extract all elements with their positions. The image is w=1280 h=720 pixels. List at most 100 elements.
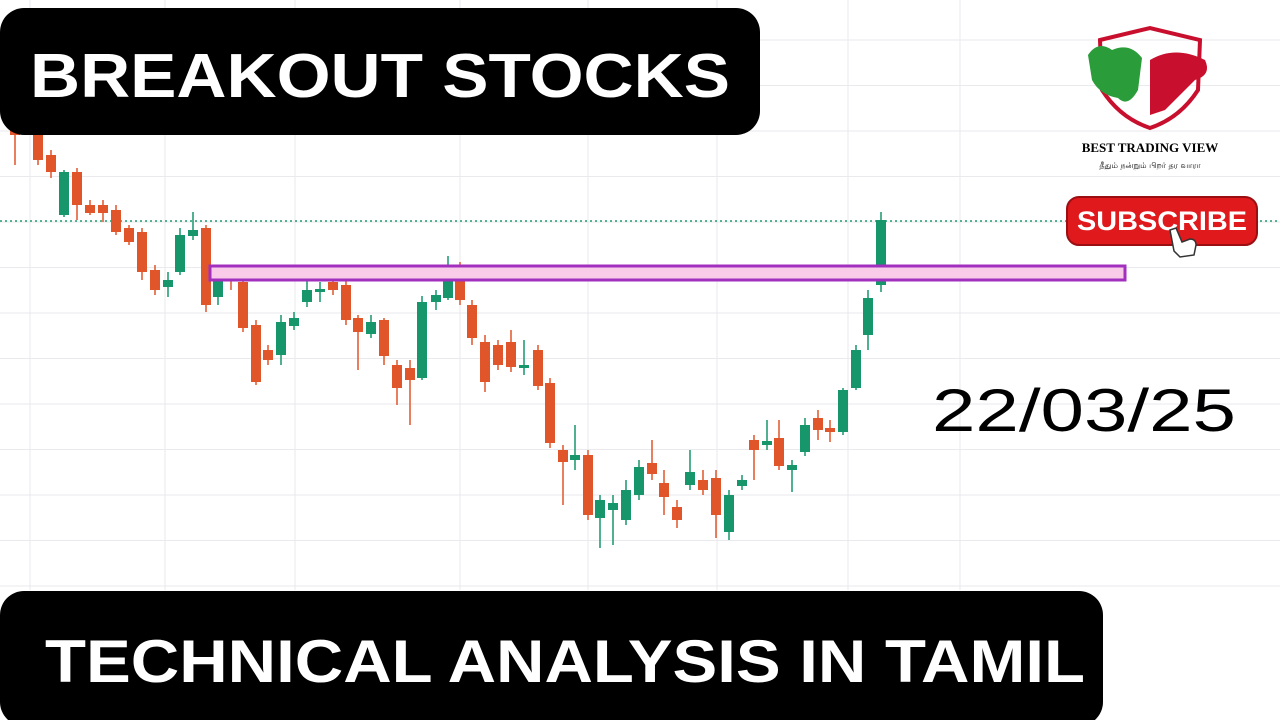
candle	[545, 378, 555, 448]
candle	[825, 420, 835, 442]
candle	[595, 495, 605, 548]
candle	[800, 418, 810, 456]
candle	[634, 460, 644, 500]
candle	[431, 290, 441, 310]
candle	[570, 425, 580, 470]
candle-body	[98, 205, 108, 213]
candle-body	[647, 463, 657, 474]
candle-body	[533, 350, 543, 386]
candle-body	[201, 228, 211, 305]
candle-body	[621, 490, 631, 520]
candle-body	[289, 318, 299, 326]
candle	[519, 340, 529, 375]
candle	[98, 200, 108, 222]
candle	[263, 345, 273, 365]
candle	[163, 272, 173, 297]
candle	[749, 435, 759, 480]
candle-body	[85, 205, 95, 213]
candle	[276, 315, 286, 365]
candle	[480, 335, 490, 392]
candle-body	[506, 342, 516, 367]
candle-body	[493, 345, 503, 365]
candle-body	[480, 342, 490, 382]
candle	[621, 480, 631, 525]
candle-body	[737, 480, 747, 486]
candle-body	[188, 230, 198, 236]
candle-body	[443, 270, 453, 298]
candle-body	[698, 480, 708, 490]
candle-body	[749, 440, 759, 450]
candle-body	[137, 232, 147, 272]
candle-body	[341, 285, 351, 320]
candle-body	[595, 500, 605, 518]
candle-body	[545, 383, 555, 443]
subscribe-label[interactable]: SUBSCRIBE	[1077, 206, 1247, 236]
candle-body	[175, 235, 185, 272]
candle-body	[876, 220, 886, 285]
date: 22/03/25	[932, 377, 1236, 444]
candle	[353, 315, 363, 370]
candle-body	[813, 418, 823, 430]
candle	[289, 312, 299, 330]
candle	[379, 318, 389, 365]
candle	[46, 150, 56, 178]
candle-body	[302, 290, 312, 302]
candle	[647, 440, 657, 480]
logo-bull	[1088, 46, 1142, 102]
candle	[787, 460, 797, 492]
candle	[417, 296, 427, 380]
candle-body	[276, 322, 286, 355]
logo-shield	[1097, 25, 1203, 131]
candle	[813, 410, 823, 440]
candle	[698, 470, 708, 495]
logo-tagline: தீதும் நன்றும் பிறர் தர வாரா	[1099, 161, 1201, 171]
candle-body	[519, 365, 529, 368]
candle-body	[583, 455, 593, 515]
candle	[672, 500, 682, 528]
candle-body	[353, 318, 363, 332]
candle-body	[787, 465, 797, 470]
footer-box	[0, 591, 1103, 720]
candle	[774, 420, 784, 470]
candle	[392, 360, 402, 405]
candle	[137, 228, 147, 280]
candle	[608, 495, 618, 545]
candle-body	[328, 282, 338, 290]
candle-body	[659, 483, 669, 497]
candle	[238, 278, 248, 332]
candle-body	[150, 270, 160, 290]
candle	[124, 225, 134, 245]
subscribe-button[interactable]: SUBSCRIBE	[1066, 196, 1258, 258]
candle	[724, 490, 734, 540]
candle-body	[392, 365, 402, 388]
candle	[33, 130, 43, 165]
candle	[863, 290, 873, 350]
candle-body	[863, 298, 873, 335]
candle	[150, 265, 160, 295]
footer-title: TECHNICAL ANALYSIS IN TAMIL	[45, 628, 1085, 695]
candle	[72, 168, 82, 220]
candle	[467, 300, 477, 345]
candle-body	[315, 289, 325, 292]
candle-body	[111, 210, 121, 232]
candle-body	[711, 478, 721, 515]
candle-body	[46, 155, 56, 172]
logo-name: BEST TRADING VIEW	[1082, 140, 1219, 155]
candle	[558, 445, 568, 505]
candle	[711, 470, 721, 538]
candle	[175, 228, 185, 275]
candle	[533, 345, 543, 390]
candle-body	[163, 280, 173, 287]
candle-body	[608, 503, 618, 510]
candle-body	[634, 467, 644, 495]
candle-body	[72, 172, 82, 205]
candle-body	[124, 228, 134, 242]
candle	[405, 360, 415, 425]
candle-body	[672, 507, 682, 520]
candle-body	[431, 295, 441, 302]
subscribe-bg[interactable]	[1066, 196, 1258, 246]
candle-body	[238, 282, 248, 328]
candle	[583, 450, 593, 520]
candle	[506, 330, 516, 372]
